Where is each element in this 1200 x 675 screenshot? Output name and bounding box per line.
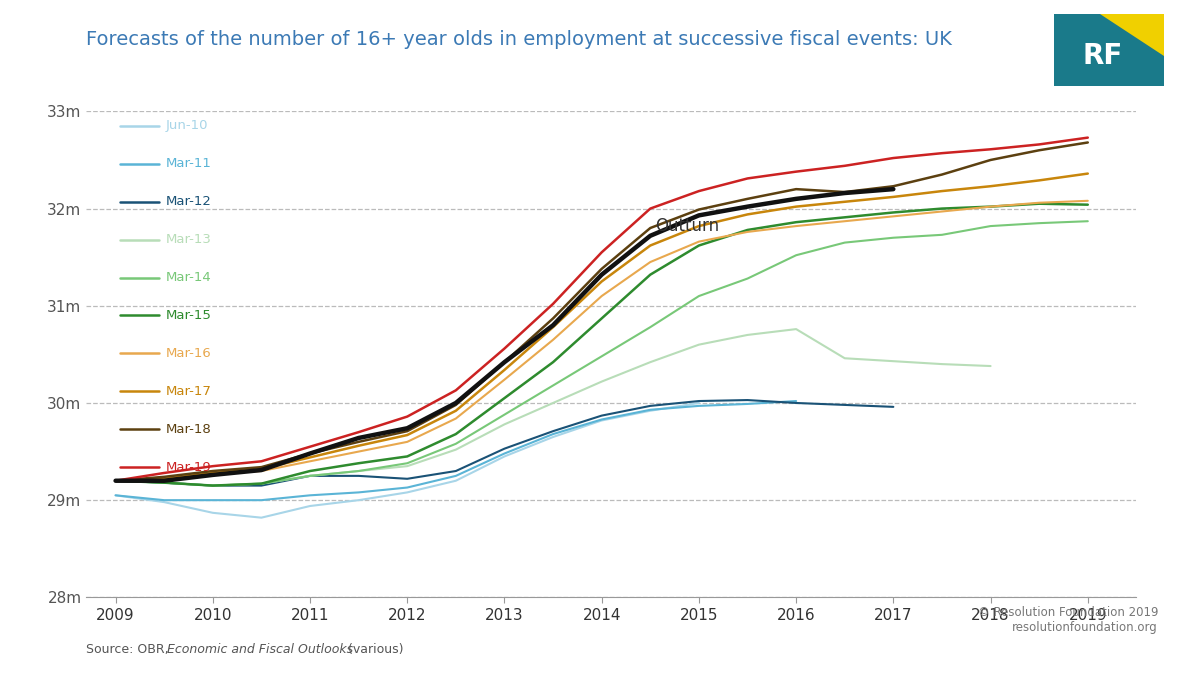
Text: Source: OBR,: Source: OBR, [86, 643, 173, 656]
Text: Mar-15: Mar-15 [166, 309, 212, 322]
Text: © Resolution Foundation 2019
resolutionfoundation.org: © Resolution Foundation 2019 resolutionf… [978, 607, 1158, 634]
Text: Outturn: Outturn [655, 217, 719, 235]
Text: Mar-12: Mar-12 [166, 195, 212, 209]
Text: Jun-10: Jun-10 [166, 119, 209, 132]
Text: (various): (various) [344, 643, 404, 656]
Polygon shape [1100, 14, 1164, 56]
Text: Mar-18: Mar-18 [166, 423, 212, 436]
Text: Mar-11: Mar-11 [166, 157, 212, 170]
Text: Mar-13: Mar-13 [166, 233, 212, 246]
Text: Mar-17: Mar-17 [166, 385, 212, 398]
Text: Mar-19: Mar-19 [166, 460, 212, 474]
Text: Forecasts of the number of 16+ year olds in employment at successive fiscal even: Forecasts of the number of 16+ year olds… [86, 30, 953, 49]
FancyBboxPatch shape [1054, 14, 1164, 86]
Text: Economic and Fiscal Outlooks: Economic and Fiscal Outlooks [167, 643, 353, 656]
Text: Mar-14: Mar-14 [166, 271, 212, 284]
Text: RF: RF [1082, 42, 1122, 70]
Text: Mar-16: Mar-16 [166, 347, 212, 360]
